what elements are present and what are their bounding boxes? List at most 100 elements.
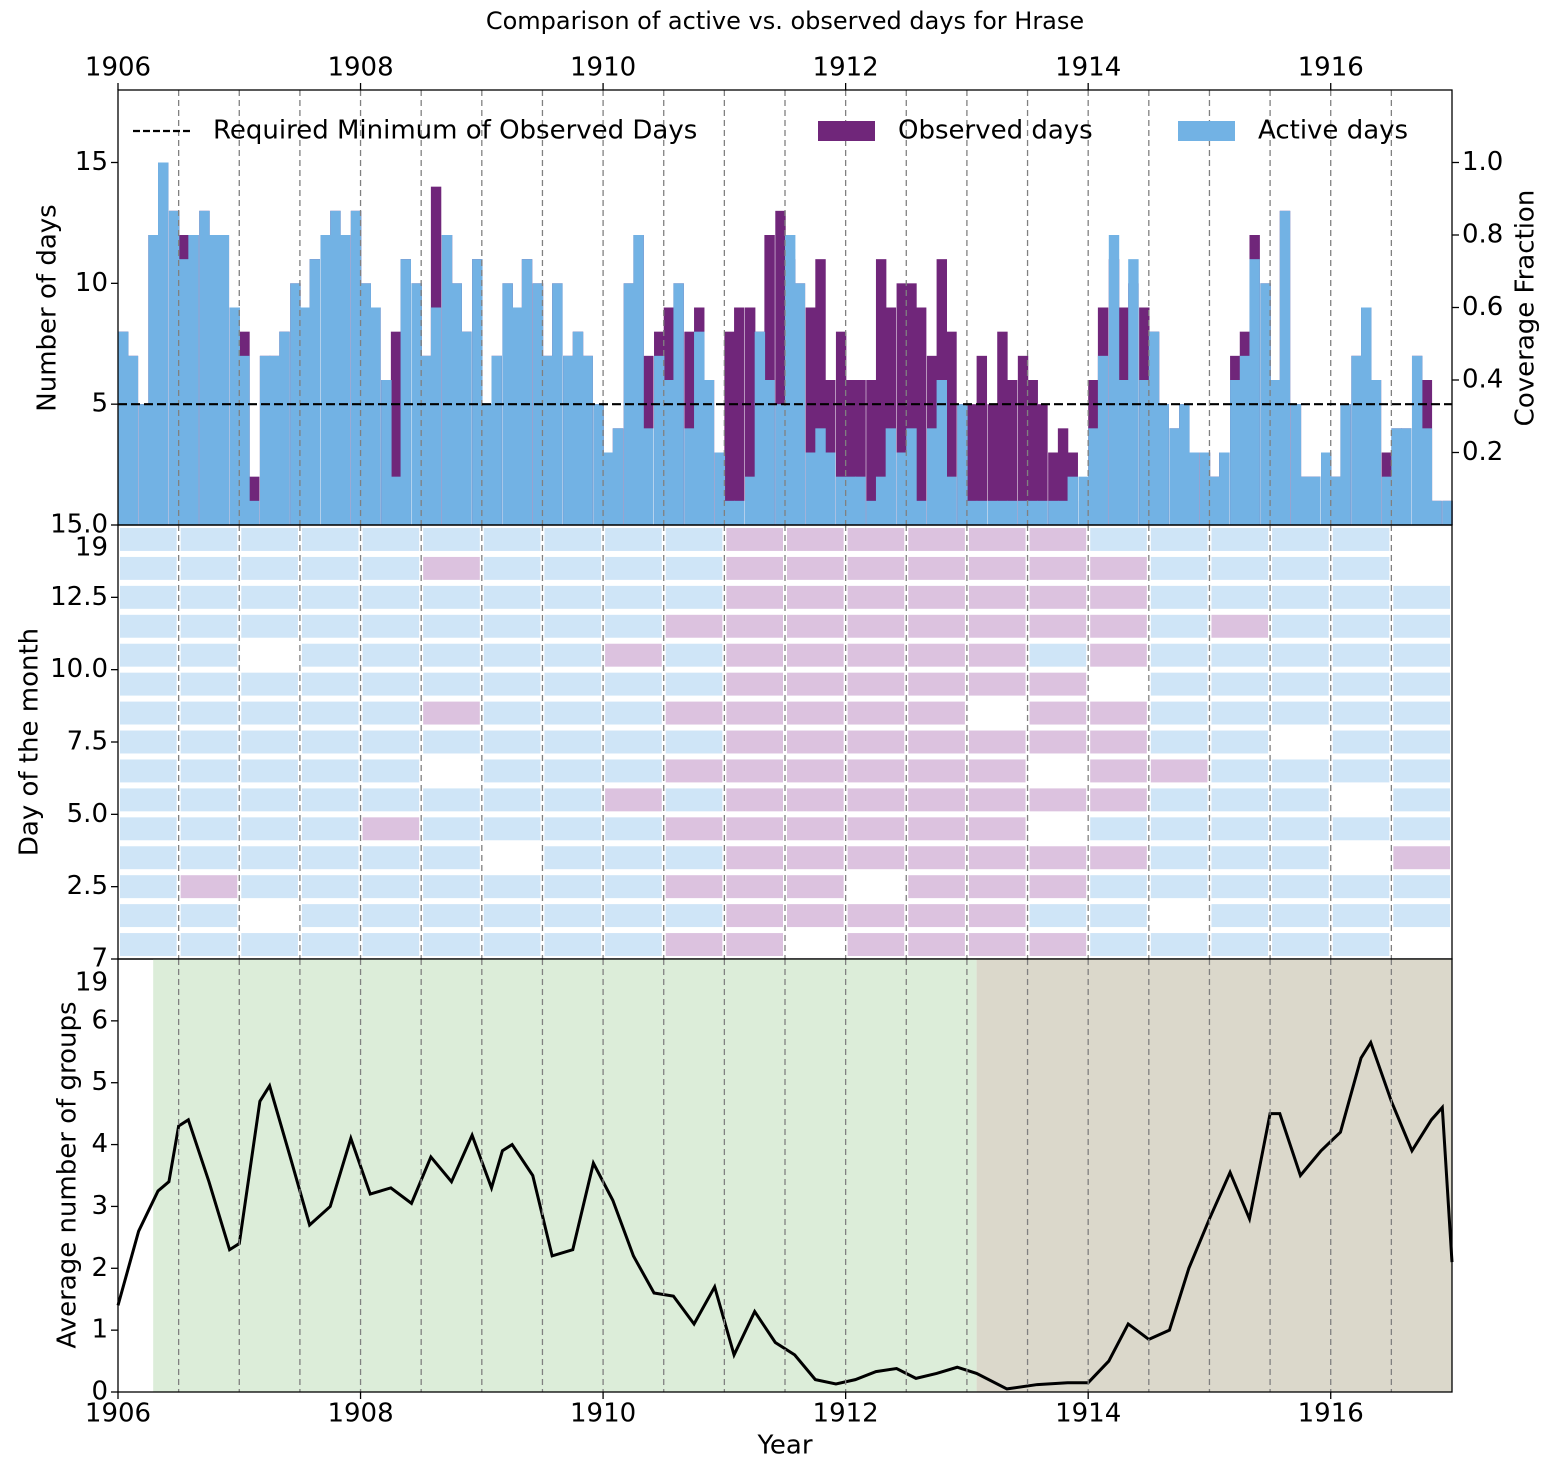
heatmap-cell (483, 904, 541, 928)
heatmap-cell (483, 730, 541, 754)
overlay-tick-label: 19 (75, 968, 108, 998)
heatmap-cell (1332, 817, 1390, 841)
plot-frame (117, 958, 1453, 1393)
heatmap-cell (1211, 933, 1269, 956)
heatmap-cell (908, 788, 965, 812)
bar (1290, 404, 1302, 525)
bar (724, 331, 735, 525)
bar (835, 476, 847, 525)
heatmap-cell (483, 585, 541, 609)
bar (582, 355, 593, 525)
heatmap-cell (847, 933, 905, 956)
bar (400, 259, 411, 525)
bar (1158, 404, 1169, 525)
heatmap-cell (423, 556, 480, 580)
heatmap-cell (301, 730, 359, 754)
heatmap-cell (544, 556, 602, 580)
heatmap-cell (241, 759, 298, 783)
heatmap-cell (544, 817, 602, 841)
heatmap-cell (180, 585, 238, 609)
y-tick-label: 10.0 (50, 654, 108, 684)
legend-label: Required Minimum of Observed Days (213, 116, 697, 146)
heatmap-cell (787, 556, 844, 580)
bar (269, 355, 280, 525)
heatmap-cell (180, 788, 238, 812)
bar (1188, 452, 1200, 525)
heatmap-cell (180, 730, 238, 754)
heatmap-cell (120, 759, 177, 783)
bar (199, 210, 210, 526)
heatmap-cell (908, 875, 965, 899)
heatmap-cell (483, 701, 541, 725)
heatmap-cell (847, 817, 905, 841)
heatmap-cell (605, 788, 662, 812)
bar (370, 307, 381, 525)
heatmap-cell (362, 556, 420, 580)
x-tick-label: 1910 (570, 1399, 636, 1429)
heatmap-cell (968, 585, 1026, 609)
heatmap-cell (665, 759, 723, 783)
heatmap-cell (1150, 701, 1208, 725)
heatmap-cell (362, 817, 420, 841)
bar (1048, 500, 1059, 525)
bar (1179, 404, 1190, 525)
heatmap-cell (1211, 875, 1269, 899)
heatmap-cell (1332, 614, 1390, 638)
heatmap-cell (1393, 933, 1450, 956)
bar (855, 380, 866, 525)
y-tick-label: 7.5 (67, 727, 108, 757)
heatmap-cell (968, 817, 1026, 841)
bar (1219, 452, 1230, 525)
heatmap-cell (362, 643, 420, 667)
heatmap-cell (1090, 643, 1147, 667)
heatmap-cell (1332, 643, 1390, 667)
heatmap-cell (120, 904, 177, 928)
bar (248, 476, 260, 525)
heatmap-cell (968, 788, 1026, 812)
line (116, 1039, 1454, 1391)
heatmap-cell (787, 643, 844, 667)
y-tick-label: 2.5 (67, 871, 108, 901)
heatmap-cell (1272, 730, 1329, 754)
heatmap-cell (1211, 817, 1269, 841)
bar (320, 235, 331, 525)
bar (946, 476, 957, 525)
heatmap-cell (847, 672, 905, 696)
bar (1239, 355, 1251, 525)
heatmap-cell (1090, 672, 1147, 696)
bar (542, 355, 553, 525)
heatmap-cell (1090, 817, 1147, 841)
bar (845, 380, 857, 525)
y-tick-label: 3 (91, 1191, 108, 1221)
heatmap-cell (1272, 788, 1329, 812)
heatmap-cell (483, 643, 541, 667)
heatmap-cell (787, 585, 844, 609)
heatmap-cell (665, 730, 723, 754)
y2-tick-label: 0.4 (1462, 365, 1503, 395)
heatmap-cell (847, 528, 905, 551)
heatmap-cell (1150, 904, 1208, 928)
heatmap-cell (301, 904, 359, 928)
bar (734, 307, 745, 525)
heatmap-cell (1090, 556, 1147, 580)
heatmap-cell (665, 643, 723, 667)
bar (1421, 428, 1433, 525)
x-tick-label: 1912 (813, 53, 879, 83)
bar (643, 428, 654, 525)
heatmap-cell (726, 875, 783, 899)
heatmap-cell (908, 556, 965, 580)
legend-label: Observed days (898, 116, 1093, 146)
bar (825, 452, 836, 525)
x-tick-label: 1908 (327, 53, 393, 83)
heatmap-cell (847, 614, 905, 638)
y-tick-label: 0 (91, 1377, 108, 1407)
heatmap-cell (968, 875, 1026, 899)
bar (785, 235, 796, 525)
heatmap-cell (241, 817, 298, 841)
heatmap-cell (1090, 701, 1147, 725)
x-tick-label: 1914 (1055, 1399, 1121, 1429)
bar (1169, 428, 1180, 525)
heatmap-cell (120, 788, 177, 812)
heatmap-cell (1029, 904, 1087, 928)
heatmap-cell (1332, 788, 1390, 812)
